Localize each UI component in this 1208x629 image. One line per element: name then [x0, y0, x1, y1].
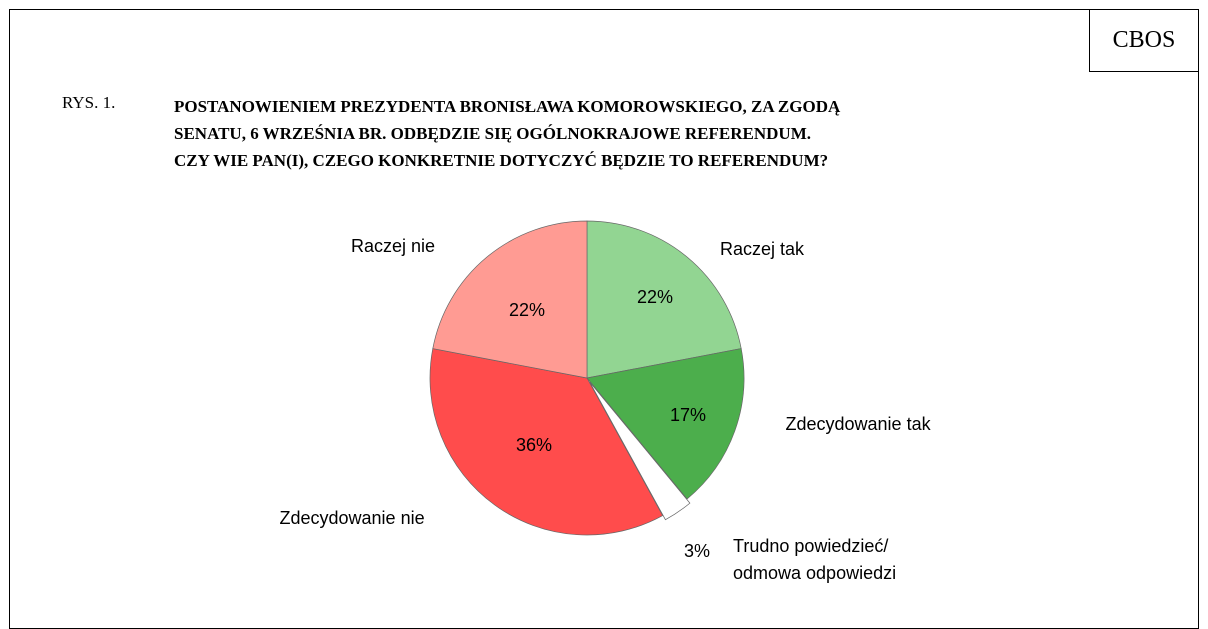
- pie-slice: [429, 348, 664, 536]
- pie-slice: [432, 220, 588, 379]
- category-label: Zdecydowanie nie: [279, 507, 425, 528]
- figure-label: RYS. 1.: [62, 93, 116, 112]
- category-label: Zdecydowanie tak: [785, 413, 931, 434]
- chart-title: POSTANOWIENIEM PREZYDENTA BRONISŁAWA KOM…: [174, 97, 841, 170]
- category-label: Raczej tak: [720, 238, 805, 259]
- category-label: Trudno powiedzieć/ odmowa odpowiedzi: [733, 536, 897, 583]
- pie-slice: [586, 348, 745, 500]
- value-label: 3%: [684, 540, 711, 561]
- pie-slice: [586, 220, 742, 379]
- value-label: 17%: [670, 404, 707, 425]
- page: CBOS RYS. 1. POSTANOWIENIEM PREZYDENTA B…: [9, 9, 1199, 629]
- pie-slice: [589, 381, 691, 521]
- value-label: 22%: [637, 286, 674, 307]
- source: CBOS: [1089, 9, 1199, 72]
- value-label: 22%: [509, 299, 546, 320]
- category-label: Raczej nie: [351, 235, 436, 256]
- value-label: 36%: [516, 434, 553, 455]
- chart: [429, 220, 745, 536]
